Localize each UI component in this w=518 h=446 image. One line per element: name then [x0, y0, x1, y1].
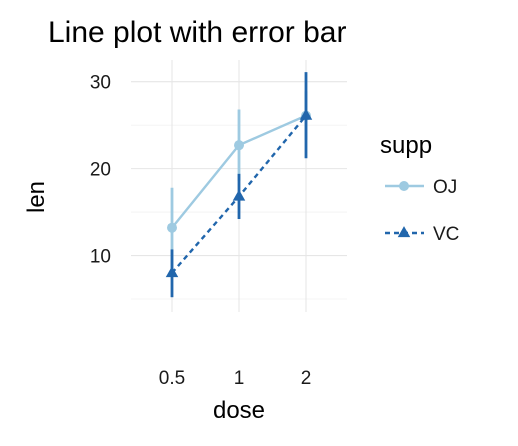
data-point [397, 226, 411, 238]
data-point [165, 266, 179, 278]
y-axis-title: len [23, 181, 50, 213]
y-tick-label: 10 [90, 247, 111, 268]
legend-label: OJ [433, 177, 457, 198]
data-point [399, 181, 409, 191]
series-layer [165, 72, 313, 298]
data-point [232, 189, 246, 201]
x-tick-label: 0.5 [159, 368, 185, 389]
data-point [167, 222, 177, 233]
x-tick-label: 1 [234, 368, 245, 389]
axes: 10 20 30 0.5 1 2 [90, 73, 311, 389]
data-point [234, 140, 244, 151]
legend-label: VC [433, 224, 459, 245]
y-tick-label: 30 [90, 73, 111, 94]
legend-title: supp [380, 132, 432, 159]
series-vc [165, 72, 313, 298]
x-axis-title: dose [213, 397, 265, 424]
legend-item-vc: VC [385, 224, 459, 245]
chart-title: Line plot with error bar [48, 16, 346, 49]
y-tick-label: 20 [90, 160, 111, 181]
legend-item-oj: OJ [385, 177, 457, 198]
x-tick-label: 2 [301, 368, 312, 389]
data-point [299, 108, 313, 120]
